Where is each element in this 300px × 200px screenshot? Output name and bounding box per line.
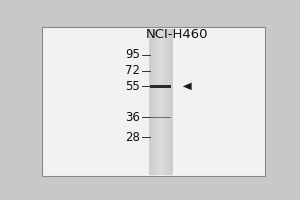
Text: 95: 95 xyxy=(125,48,140,61)
Polygon shape xyxy=(183,83,192,90)
Bar xyxy=(170,29,171,175)
Bar xyxy=(153,29,154,175)
Text: 36: 36 xyxy=(125,111,140,124)
Bar xyxy=(160,29,162,175)
Text: 28: 28 xyxy=(125,131,140,144)
Bar xyxy=(160,29,161,175)
Bar xyxy=(157,29,158,175)
Bar xyxy=(169,29,170,175)
Bar xyxy=(156,29,157,175)
Bar xyxy=(172,29,173,175)
Bar xyxy=(148,29,150,175)
Bar xyxy=(165,29,166,175)
Bar xyxy=(163,29,164,175)
Bar xyxy=(162,29,163,175)
Bar xyxy=(157,29,158,175)
Bar xyxy=(161,29,163,175)
Bar xyxy=(150,85,171,88)
Bar xyxy=(149,29,151,175)
Text: NCI-H460: NCI-H460 xyxy=(146,28,208,41)
Bar xyxy=(167,29,168,175)
Bar xyxy=(169,29,170,175)
Bar xyxy=(150,29,151,175)
Bar xyxy=(171,29,172,175)
Bar xyxy=(152,29,154,175)
Text: 55: 55 xyxy=(125,80,140,93)
Text: 72: 72 xyxy=(125,64,140,77)
Bar xyxy=(155,29,156,175)
Bar xyxy=(166,29,167,175)
Bar xyxy=(165,29,166,175)
Bar xyxy=(150,117,171,118)
Bar xyxy=(168,29,169,175)
Bar xyxy=(151,29,152,175)
Bar xyxy=(159,29,160,175)
Bar xyxy=(154,29,155,175)
Bar xyxy=(158,29,159,175)
Bar xyxy=(152,29,153,175)
Bar xyxy=(164,29,165,175)
